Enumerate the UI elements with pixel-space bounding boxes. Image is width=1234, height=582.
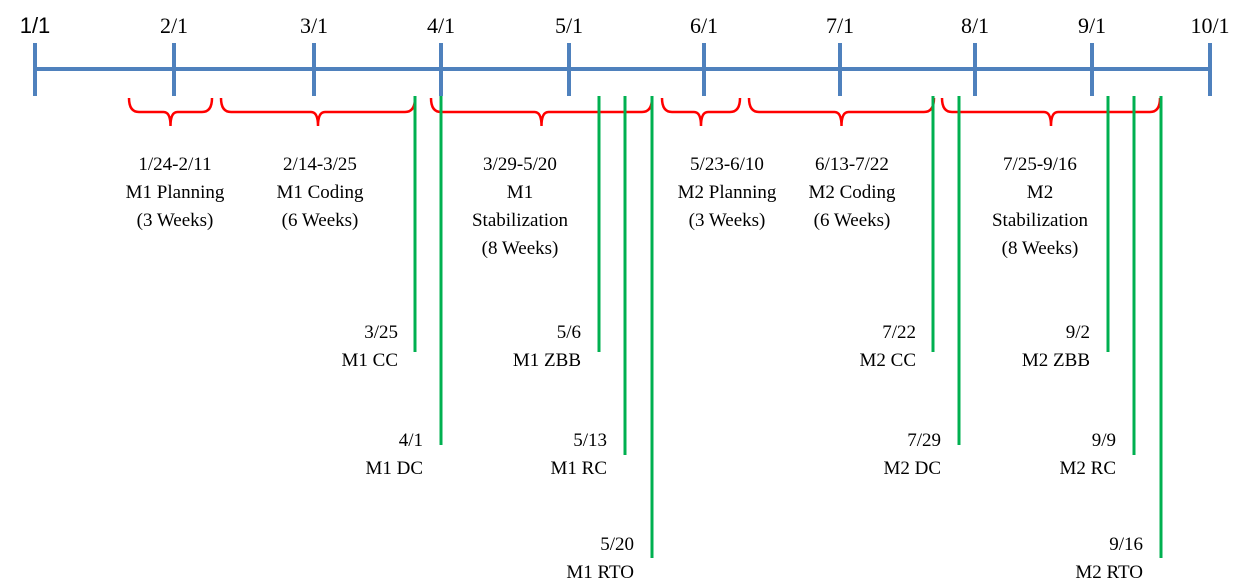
milestone-name: M1 RC bbox=[551, 458, 608, 479]
milestone-date: 9/9 bbox=[1092, 430, 1116, 451]
tick-label: 3/1 bbox=[300, 13, 328, 38]
phase-label-line: M2 Planning bbox=[678, 182, 777, 203]
phase-brace bbox=[127, 97, 214, 127]
phase-label-line: Stabilization bbox=[992, 210, 1089, 231]
phase-label-line: M1 Coding bbox=[276, 182, 364, 203]
phase-label-line: 2/14-3/25 bbox=[283, 154, 357, 175]
tick-label: 7/1 bbox=[826, 13, 854, 38]
milestone-date: 7/22 bbox=[882, 322, 916, 343]
phase-label-line: M2 bbox=[1027, 182, 1053, 203]
milestone-date: 5/20 bbox=[600, 534, 634, 555]
tick-label: 4/1 bbox=[427, 13, 455, 38]
tick-label: 8/1 bbox=[961, 13, 989, 38]
phase-label-line: (8 Weeks) bbox=[1002, 238, 1079, 259]
milestone-name: M2 RC bbox=[1060, 458, 1117, 479]
milestone-name: M1 CC bbox=[342, 350, 399, 371]
milestone-name: M1 RTO bbox=[566, 562, 634, 582]
milestone-name: M2 CC bbox=[860, 350, 917, 371]
milestone-name: M2 ZBB bbox=[1022, 350, 1090, 371]
milestone-name: M2 DC bbox=[883, 458, 941, 479]
tick-label: 10/1 bbox=[1190, 13, 1229, 38]
milestone-date: 9/16 bbox=[1109, 534, 1143, 555]
phase-brace bbox=[940, 97, 1162, 127]
phase-label-line: 1/24-2/11 bbox=[138, 154, 211, 175]
phase-label-line: M1 Planning bbox=[126, 182, 225, 203]
phase-label-line: (8 Weeks) bbox=[482, 238, 559, 259]
milestone-date: 5/13 bbox=[573, 430, 607, 451]
milestone-date: 9/2 bbox=[1066, 322, 1090, 343]
milestone-date: 7/29 bbox=[907, 430, 941, 451]
phase-label-line: 3/29-5/20 bbox=[483, 154, 557, 175]
phase-label-line: 6/13-7/22 bbox=[815, 154, 889, 175]
phase-brace bbox=[660, 97, 742, 127]
milestone-name: M1 DC bbox=[365, 458, 423, 479]
phase-label-line: M1 bbox=[507, 182, 533, 203]
phase-label-line: (6 Weeks) bbox=[282, 210, 359, 231]
phase-label-line: (3 Weeks) bbox=[689, 210, 766, 231]
phase-label-line: (3 Weeks) bbox=[137, 210, 214, 231]
tick-label: 2/1 bbox=[160, 13, 188, 38]
tick-label: 6/1 bbox=[690, 13, 718, 38]
phase-label-line: Stabilization bbox=[472, 210, 569, 231]
milestone-name: M2 RTO bbox=[1075, 562, 1143, 582]
milestone-date: 5/6 bbox=[557, 322, 581, 343]
phase-brace bbox=[219, 97, 417, 127]
milestone-date: 4/1 bbox=[399, 430, 423, 451]
tick-label: 5/1 bbox=[555, 13, 583, 38]
phase-brace bbox=[747, 97, 936, 127]
phase-label-line: (6 Weeks) bbox=[814, 210, 891, 231]
milestone-name: M1 ZBB bbox=[513, 350, 581, 371]
tick-label: 1/1 bbox=[20, 13, 51, 38]
phase-label-line: 7/25-9/16 bbox=[1003, 154, 1077, 175]
phase-label-line: 5/23-6/10 bbox=[690, 154, 764, 175]
tick-label: 9/1 bbox=[1078, 13, 1106, 38]
phase-brace bbox=[429, 97, 654, 127]
phase-label-line: M2 Coding bbox=[808, 182, 896, 203]
milestone-date: 3/25 bbox=[364, 322, 398, 343]
